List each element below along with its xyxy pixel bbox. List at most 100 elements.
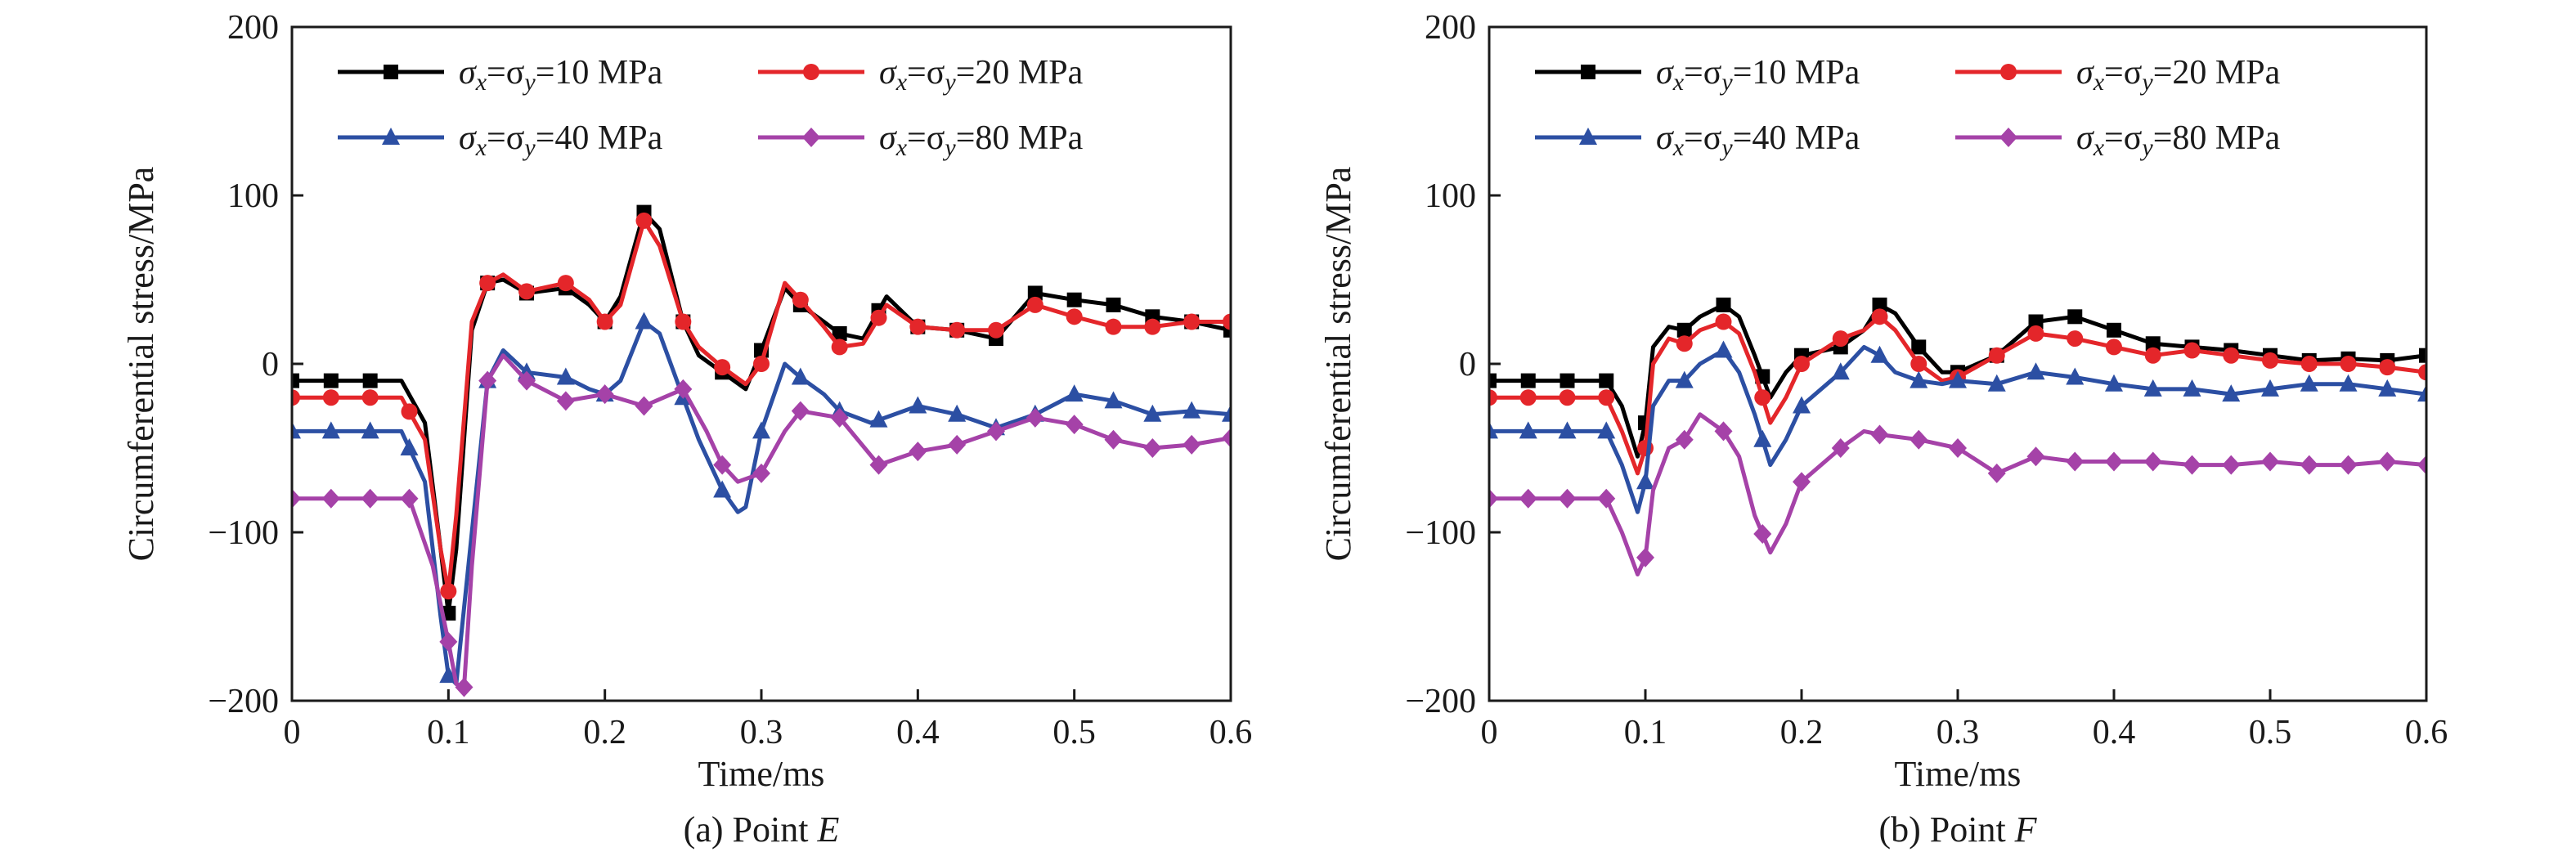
data-point-marker [1988, 347, 2005, 364]
data-point-marker [2107, 322, 2121, 338]
data-point-marker [1987, 374, 2006, 392]
series-1 [292, 204, 1231, 621]
data-point-marker [2379, 359, 2396, 376]
data-point-marker [361, 488, 379, 509]
data-point-marker [2378, 379, 2397, 397]
data-point-marker [1025, 407, 1044, 428]
data-point-marker [2300, 374, 2318, 392]
data-point-marker [1066, 292, 1082, 307]
data-point-marker [635, 212, 653, 229]
data-point-marker [2339, 455, 2358, 475]
data-point-marker [557, 275, 574, 292]
data-point-marker [1065, 384, 1084, 402]
sigma-symbol: σ [459, 54, 478, 92]
data-point-marker [2183, 455, 2201, 475]
subscript-y: y [2139, 69, 2153, 96]
legend-text-part: =σ [2104, 119, 2142, 157]
data-point-marker [1872, 297, 1887, 312]
x-tick-label: 0.5 [1052, 714, 1096, 751]
series-4 [292, 353, 1231, 697]
data-point-marker [455, 677, 473, 697]
data-point-marker [361, 389, 379, 406]
data-point-marker [675, 313, 692, 330]
series-4 [1489, 412, 2426, 576]
data-point-marker [1559, 389, 1576, 406]
data-point-marker [2143, 451, 2162, 472]
data-point-marker [2027, 325, 2044, 342]
sigma-symbol: σ [879, 119, 898, 157]
data-point-marker [870, 309, 887, 326]
data-point-marker [832, 325, 847, 341]
data-point-marker [752, 463, 770, 483]
data-point-marker [1597, 488, 1616, 509]
data-point-marker [322, 389, 339, 406]
subscript-x: x [1672, 134, 1685, 161]
data-point-marker [2262, 352, 2278, 369]
data-point-marker [2378, 451, 2397, 472]
subscript-x: x [2093, 134, 2105, 161]
data-point-marker [1144, 318, 1161, 335]
data-point-marker [1831, 438, 1850, 458]
data-point-marker [292, 373, 299, 388]
data-point-marker [400, 438, 419, 455]
data-point-marker [1183, 313, 1200, 330]
data-point-marker [791, 401, 810, 421]
series-2 [292, 212, 1231, 600]
data-point-marker [1519, 488, 1537, 509]
data-point-marker [478, 370, 497, 391]
data-point-marker [2222, 455, 2241, 475]
legend-marker [1999, 128, 2017, 147]
y-tick-label: −200 [208, 683, 279, 720]
legend-text-part: =40 MPa [536, 119, 663, 157]
data-point-marker [1560, 373, 1575, 388]
subscript-y: y [1719, 134, 1733, 161]
data-point-marker [2417, 384, 2426, 402]
data-point-marker [1066, 308, 1083, 325]
data-point-marker [1636, 547, 1654, 567]
data-point-marker [2067, 330, 2084, 348]
data-point-marker [440, 583, 457, 600]
data-point-marker [1520, 373, 1536, 388]
data-point-marker [1106, 297, 1121, 312]
subscript-x: x [475, 134, 487, 161]
data-point-marker [791, 367, 810, 385]
data-point-marker [362, 373, 378, 388]
legend-text-part: =σ [487, 54, 524, 92]
data-point-marker [321, 488, 340, 509]
data-point-marker [2418, 364, 2426, 381]
x-tick-label: 0.3 [1936, 714, 1980, 751]
legend-item-2: σx=σy=20 MPa [758, 54, 1084, 96]
legend-label: σx=σy=10 MPa [1656, 54, 1860, 96]
data-point-marker [2105, 451, 2123, 472]
data-point-marker [714, 359, 731, 376]
data-point-marker [1223, 313, 1231, 330]
data-point-marker [1558, 488, 1577, 509]
x-tick-label: 0.6 [1209, 714, 1253, 751]
data-point-marker [2340, 356, 2357, 372]
y-tick-label: 100 [1425, 177, 1476, 215]
subscript-y: y [942, 69, 956, 96]
data-point-marker [2028, 314, 2044, 330]
caption-prefix: (b) Point [1878, 809, 2014, 850]
subplot-caption: (b) Point F [1878, 809, 2037, 850]
data-point-marker [2066, 367, 2085, 385]
data-point-marker [2106, 339, 2122, 356]
subplot-caption: (a) Point E [684, 809, 840, 850]
y-tick-label: 200 [1425, 9, 1476, 47]
data-point-marker [752, 421, 770, 439]
data-point-marker [2183, 379, 2201, 397]
data-point-marker [831, 339, 848, 356]
x-tick-label: 0.2 [1780, 714, 1824, 751]
data-point-marker [1183, 434, 1201, 455]
legend-item-1: σx=σy=10 MPa [1535, 54, 1860, 96]
data-point-marker [1910, 429, 1928, 450]
data-point-marker [987, 421, 1005, 442]
legend-item-1: σx=σy=10 MPa [338, 54, 663, 96]
data-point-marker [1832, 330, 1849, 348]
legend-label: σx=σy=80 MPa [2076, 119, 2281, 161]
subscript-y: y [522, 134, 536, 161]
data-point-marker [635, 396, 653, 416]
sigma-symbol: σ [1656, 54, 1675, 92]
data-point-marker [2300, 356, 2318, 372]
